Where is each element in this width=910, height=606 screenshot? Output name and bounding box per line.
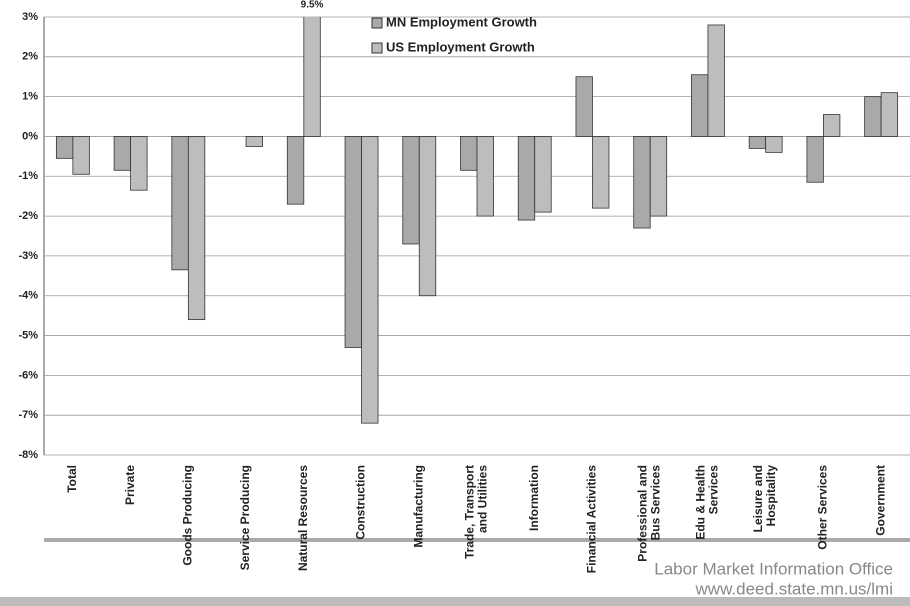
y-tick-label: 0%	[22, 130, 38, 142]
y-tick-label: -5%	[18, 329, 38, 341]
x-tick-label: Natural Resources	[296, 465, 310, 571]
bar	[130, 136, 148, 191]
separator	[44, 538, 910, 542]
bar	[575, 76, 593, 137]
x-tick-label: Private	[123, 465, 137, 505]
source-line: www.deed.state.mn.us/lmi	[695, 579, 893, 598]
bar	[691, 74, 709, 137]
legend-label: MN Employment Growth	[386, 14, 537, 29]
x-tick-label: Trade, Transportand Utilities	[463, 465, 490, 559]
bar	[517, 136, 536, 221]
x-tick-label: Goods Producing	[181, 465, 195, 566]
bar	[534, 136, 552, 213]
bar	[823, 114, 841, 137]
bar	[707, 24, 725, 137]
bar	[187, 136, 206, 321]
bar	[460, 136, 478, 171]
y-tick-label: -2%	[18, 210, 38, 222]
bottom-strip	[0, 597, 910, 606]
value-label: 9.5%	[301, 0, 324, 11]
bar	[171, 136, 189, 271]
x-tick-label: Professional andBus Services	[636, 465, 663, 562]
bar	[806, 136, 824, 183]
legend-label: US Employment Growth	[386, 39, 535, 54]
y-tick-label: -7%	[18, 409, 38, 421]
legend-swatch	[371, 42, 383, 54]
x-tick-label: Government	[873, 465, 887, 536]
bar	[361, 136, 379, 424]
y-tick-label: -3%	[18, 250, 38, 262]
bar	[344, 136, 362, 348]
bar	[880, 92, 899, 137]
bar	[864, 96, 882, 137]
y-tick-label: 2%	[22, 51, 38, 63]
y-tick-label: -6%	[18, 369, 38, 381]
bar	[303, 17, 321, 137]
x-tick-label: Information	[527, 465, 541, 531]
bar	[245, 136, 263, 147]
legend-swatch	[371, 17, 383, 29]
bar	[649, 136, 668, 217]
bar	[55, 136, 74, 159]
bar	[402, 136, 420, 245]
y-tick-label: 3%	[22, 11, 38, 23]
x-tick-label: Total	[65, 465, 79, 493]
bar	[633, 136, 651, 229]
x-tick-label: Construction	[354, 465, 368, 540]
plot-area	[55, 17, 899, 424]
x-tick-label: Edu & HealthServices	[694, 465, 721, 540]
bar	[72, 136, 90, 175]
y-tick-label: -1%	[18, 170, 38, 182]
bar	[592, 136, 610, 209]
x-tick-label: Financial Activities	[585, 465, 599, 574]
bar	[286, 136, 305, 205]
x-tick-label: Other Services	[816, 465, 830, 550]
x-tick-label: Service Producing	[238, 465, 252, 570]
source-line: Labor Market Information Office	[654, 559, 893, 578]
bar	[418, 136, 437, 297]
x-tick-label: Manufacturing	[411, 465, 425, 548]
bar	[748, 136, 767, 149]
y-tick-label: -4%	[18, 290, 38, 302]
y-tick-label: 1%	[22, 91, 38, 103]
bar	[113, 136, 131, 171]
bar	[765, 136, 783, 153]
x-tick-label: Leisure andHospitality	[751, 465, 778, 533]
bar	[476, 136, 494, 217]
y-tick-label: -8%	[18, 449, 38, 461]
